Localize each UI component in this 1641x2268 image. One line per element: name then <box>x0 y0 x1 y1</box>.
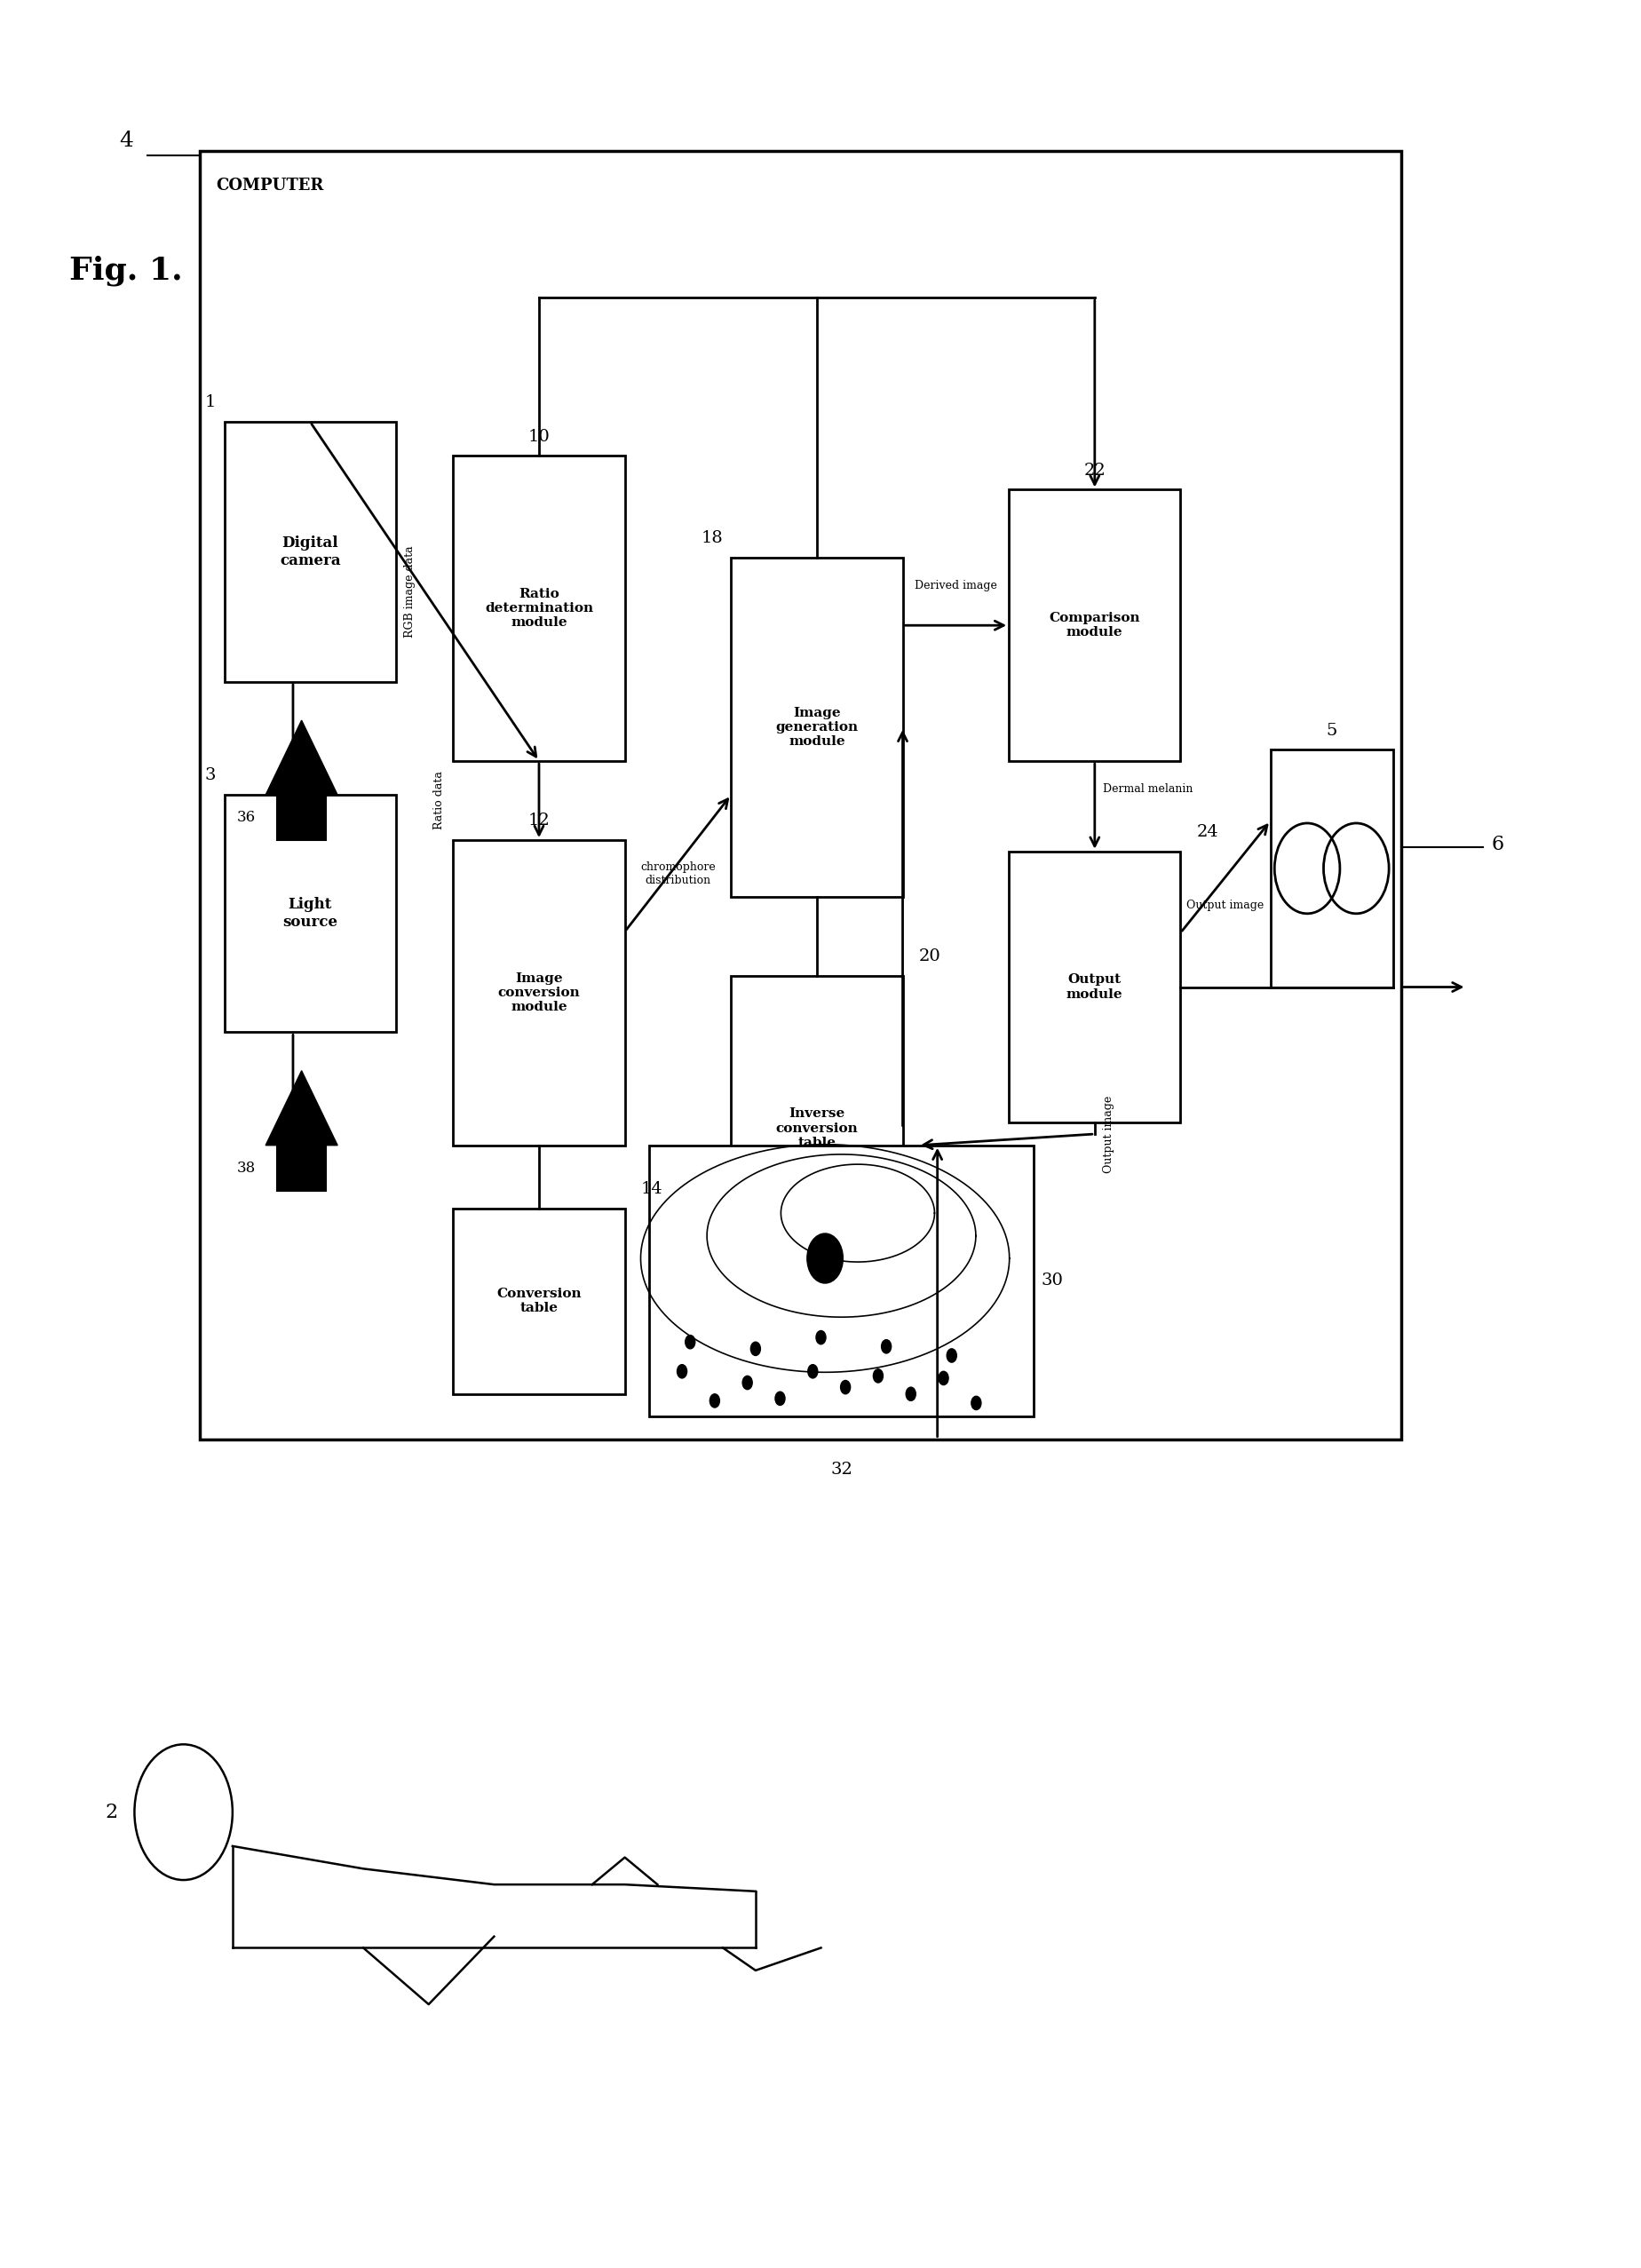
FancyBboxPatch shape <box>277 794 327 839</box>
FancyBboxPatch shape <box>1270 751 1392 987</box>
Circle shape <box>742 1377 752 1390</box>
Text: RGB image data: RGB image data <box>404 544 415 637</box>
Text: 4: 4 <box>120 129 133 150</box>
FancyBboxPatch shape <box>453 839 625 1145</box>
Polygon shape <box>266 721 338 794</box>
Text: Conversion
table: Conversion table <box>496 1288 581 1315</box>
Circle shape <box>906 1388 916 1402</box>
FancyBboxPatch shape <box>648 1145 1032 1418</box>
Text: Comparison
module: Comparison module <box>1049 612 1139 640</box>
Text: 38: 38 <box>236 1161 256 1175</box>
Circle shape <box>881 1340 891 1354</box>
Text: 20: 20 <box>919 948 940 964</box>
FancyBboxPatch shape <box>1008 850 1180 1123</box>
Text: Image
generation
module: Image generation module <box>775 708 858 748</box>
Text: Output
module: Output module <box>1067 973 1122 1000</box>
Text: 1: 1 <box>205 395 217 411</box>
Text: Image
conversion
module: Image conversion module <box>497 973 579 1014</box>
Circle shape <box>775 1393 784 1406</box>
FancyBboxPatch shape <box>200 150 1400 1440</box>
Text: 10: 10 <box>528 429 550 445</box>
Circle shape <box>947 1349 957 1363</box>
FancyBboxPatch shape <box>730 558 903 896</box>
Text: Ratio
determination
module: Ratio determination module <box>484 587 592 628</box>
Circle shape <box>676 1365 686 1379</box>
Text: 3: 3 <box>205 767 217 785</box>
Text: COMPUTER: COMPUTER <box>217 177 323 193</box>
Circle shape <box>709 1395 719 1408</box>
FancyBboxPatch shape <box>1008 490 1180 762</box>
Text: Inverse
conversion
table: Inverse conversion table <box>775 1107 858 1150</box>
Text: Fig. 1.: Fig. 1. <box>69 256 182 286</box>
Circle shape <box>971 1397 981 1411</box>
Text: Ratio data: Ratio data <box>433 771 445 830</box>
Circle shape <box>840 1381 850 1395</box>
Text: 24: 24 <box>1196 823 1218 839</box>
FancyBboxPatch shape <box>225 422 395 683</box>
Text: 18: 18 <box>701 531 722 547</box>
Text: Output image: Output image <box>1103 1095 1114 1173</box>
Text: Light
source: Light source <box>282 898 338 930</box>
Circle shape <box>873 1370 883 1383</box>
Circle shape <box>816 1331 825 1345</box>
FancyBboxPatch shape <box>453 1209 625 1395</box>
Text: Dermal melanin: Dermal melanin <box>1103 782 1193 794</box>
Text: Derived image: Derived image <box>914 581 996 592</box>
FancyBboxPatch shape <box>225 794 395 1032</box>
Circle shape <box>807 1365 817 1379</box>
FancyBboxPatch shape <box>453 456 625 762</box>
Circle shape <box>750 1343 760 1356</box>
Circle shape <box>684 1336 694 1349</box>
Text: 5: 5 <box>1326 723 1336 739</box>
Text: 36: 36 <box>236 810 256 826</box>
Text: 2: 2 <box>105 1803 118 1821</box>
Polygon shape <box>266 1070 338 1145</box>
Text: Digital
camera: Digital camera <box>279 535 340 569</box>
Text: 30: 30 <box>1040 1272 1063 1288</box>
Text: 12: 12 <box>528 812 550 828</box>
Circle shape <box>807 1234 842 1284</box>
FancyBboxPatch shape <box>277 1145 327 1191</box>
Text: Output image: Output image <box>1186 900 1264 912</box>
Text: 32: 32 <box>830 1463 852 1479</box>
Circle shape <box>939 1372 948 1386</box>
Text: 14: 14 <box>640 1182 663 1198</box>
FancyBboxPatch shape <box>730 975 903 1281</box>
Text: 6: 6 <box>1490 835 1503 855</box>
Text: chromophore
distribution: chromophore distribution <box>640 862 715 887</box>
Text: 22: 22 <box>1083 463 1104 479</box>
